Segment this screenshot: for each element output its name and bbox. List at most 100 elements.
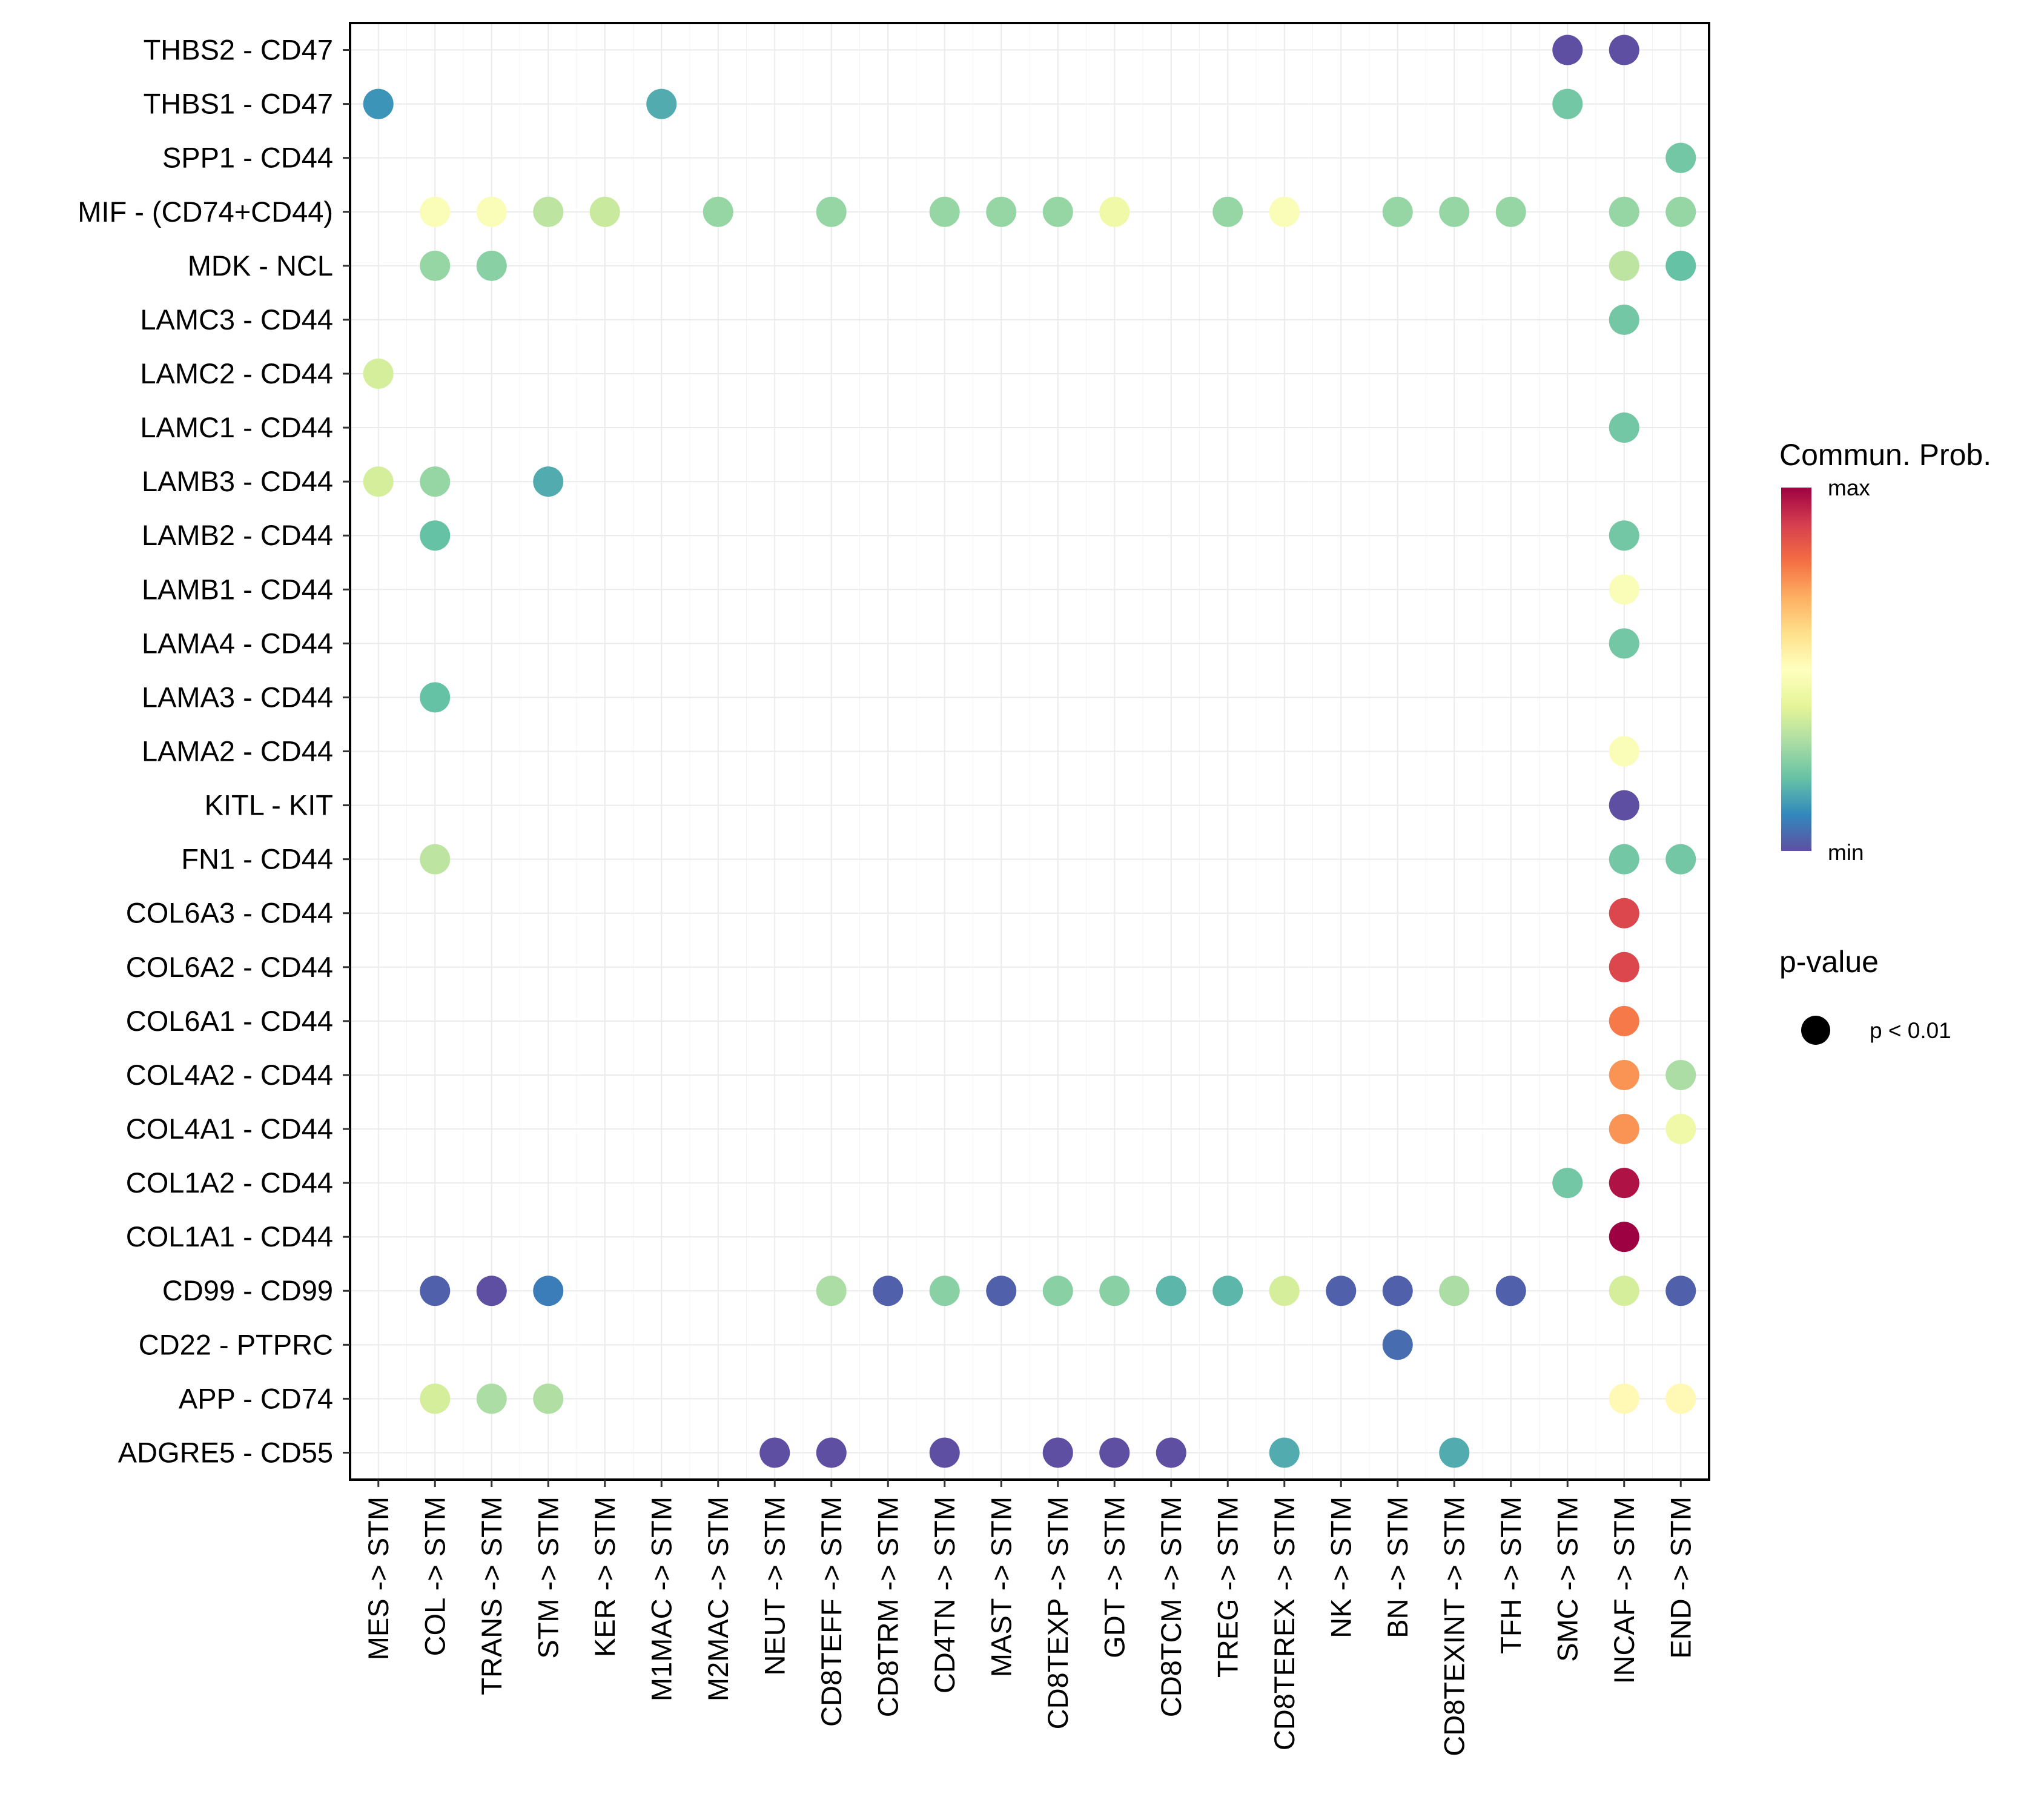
x-tick-label: STM -> STM xyxy=(532,1497,564,1659)
data-point xyxy=(986,196,1017,227)
data-point xyxy=(1552,35,1583,65)
data-point xyxy=(816,1437,847,1468)
data-point xyxy=(1665,1059,1696,1090)
y-tick-label: LAMB1 - CD44 xyxy=(142,573,333,605)
data-point xyxy=(476,250,507,281)
data-point xyxy=(476,1383,507,1414)
data-point xyxy=(533,466,564,497)
y-tick-label: LAMA4 - CD44 xyxy=(142,627,333,659)
y-tick-label: LAMA2 - CD44 xyxy=(142,735,333,767)
data-point xyxy=(1609,1114,1639,1145)
data-point xyxy=(1609,1276,1639,1306)
data-point xyxy=(420,520,451,551)
data-point xyxy=(1609,736,1639,767)
data-point xyxy=(873,1276,904,1306)
y-tick-label: COL6A1 - CD44 xyxy=(126,1005,333,1037)
data-point xyxy=(1042,1276,1073,1306)
data-point xyxy=(1609,1059,1639,1090)
data-point xyxy=(1382,1276,1413,1306)
data-point xyxy=(1609,35,1639,65)
data-point xyxy=(589,196,620,227)
legend: Commun. Prob. max min p-value p < 0.01 xyxy=(1779,438,1991,1045)
data-point xyxy=(1439,196,1470,227)
data-point xyxy=(1665,250,1696,281)
data-point xyxy=(420,466,451,497)
y-tick-label: COL6A2 - CD44 xyxy=(126,951,333,983)
data-point xyxy=(1609,196,1639,227)
y-tick-label: LAMC3 - CD44 xyxy=(140,303,333,336)
data-point xyxy=(420,250,451,281)
data-point xyxy=(1609,952,1639,982)
data-point xyxy=(1269,1437,1300,1468)
data-point xyxy=(646,88,677,119)
x-tick-label: CD4TN -> STM xyxy=(928,1497,961,1693)
data-point xyxy=(1665,196,1696,227)
data-point xyxy=(1609,574,1639,605)
y-tick-label: SPP1 - CD44 xyxy=(162,142,333,174)
data-point xyxy=(420,1276,451,1306)
data-point xyxy=(1609,304,1639,335)
x-tick-label: CD8TEXINT -> STM xyxy=(1438,1497,1470,1756)
data-point xyxy=(1099,1437,1130,1468)
data-point xyxy=(1495,196,1526,227)
y-tick-label: CD22 - PTPRC xyxy=(139,1328,333,1360)
x-tick-label: CD8TCM -> STM xyxy=(1155,1497,1187,1717)
data-points xyxy=(363,35,1696,1468)
y-tick-label: CD99 - CD99 xyxy=(162,1274,333,1306)
x-tick-label: M2MAC -> STM xyxy=(702,1497,734,1701)
data-point xyxy=(1439,1276,1470,1306)
x-axis: MES -> STM COL -> STM TRANS -> STM STM -> S… xyxy=(362,1480,1696,1756)
data-point xyxy=(1326,1276,1357,1306)
data-point xyxy=(1269,1276,1300,1306)
x-tick-label: CD8TEFF -> STM xyxy=(815,1497,847,1727)
x-tick-label: TRANS -> STM xyxy=(475,1497,508,1695)
data-point xyxy=(363,466,394,497)
data-point xyxy=(1609,844,1639,875)
y-tick-label: THBS2 - CD47 xyxy=(144,34,333,66)
data-point xyxy=(476,1276,507,1306)
legend-size-dot xyxy=(1801,1016,1830,1045)
data-point xyxy=(476,196,507,227)
y-tick-label: COL6A3 - CD44 xyxy=(126,897,333,929)
y-tick-label: LAMC1 - CD44 xyxy=(140,411,333,443)
data-point xyxy=(1552,88,1583,119)
x-tick-label: END -> STM xyxy=(1664,1497,1696,1659)
data-point xyxy=(1552,1168,1583,1199)
y-tick-label: THBS1 - CD47 xyxy=(144,88,333,120)
y-tick-label: LAMB2 - CD44 xyxy=(142,519,333,551)
data-point xyxy=(929,196,960,227)
data-point xyxy=(1665,1383,1696,1414)
y-tick-label: LAMA3 - CD44 xyxy=(142,681,333,713)
data-point xyxy=(1665,1276,1696,1306)
x-tick-label: NEUT -> STM xyxy=(758,1497,790,1676)
x-tick-label: NK -> STM xyxy=(1325,1497,1357,1638)
data-point xyxy=(1665,142,1696,173)
x-tick-label: CD8TRM -> STM xyxy=(872,1497,904,1717)
y-tick-label: COL1A1 - CD44 xyxy=(126,1220,333,1253)
data-point xyxy=(759,1437,790,1468)
data-point xyxy=(1609,790,1639,821)
data-point xyxy=(1609,1222,1639,1253)
y-tick-label: APP - CD74 xyxy=(179,1382,333,1414)
data-point xyxy=(1609,1005,1639,1036)
data-point xyxy=(533,1383,564,1414)
data-point xyxy=(1609,412,1639,443)
y-tick-label: LAMC2 - CD44 xyxy=(140,357,333,389)
data-point xyxy=(1156,1437,1186,1468)
y-axis: THBS2 - CD47 THBS1 - CD47 SPP1 - CD44 MIF -… xyxy=(78,34,350,1468)
data-point xyxy=(1609,1383,1639,1414)
legend-size-title: p-value xyxy=(1779,945,1879,979)
y-tick-label: ADGRE5 - CD55 xyxy=(118,1436,333,1468)
x-tick-label: M1MAC -> STM xyxy=(645,1497,677,1701)
y-tick-label: LAMB3 - CD44 xyxy=(142,465,333,497)
data-point xyxy=(1609,250,1639,281)
x-tick-label: CD8TEREX -> STM xyxy=(1268,1497,1300,1750)
data-point xyxy=(1609,1168,1639,1199)
data-point xyxy=(533,196,564,227)
data-point xyxy=(1212,1276,1243,1306)
legend-color-min-label: min xyxy=(1828,840,1864,865)
data-point xyxy=(1042,1437,1073,1468)
data-point xyxy=(1665,844,1696,875)
data-point xyxy=(1495,1276,1526,1306)
